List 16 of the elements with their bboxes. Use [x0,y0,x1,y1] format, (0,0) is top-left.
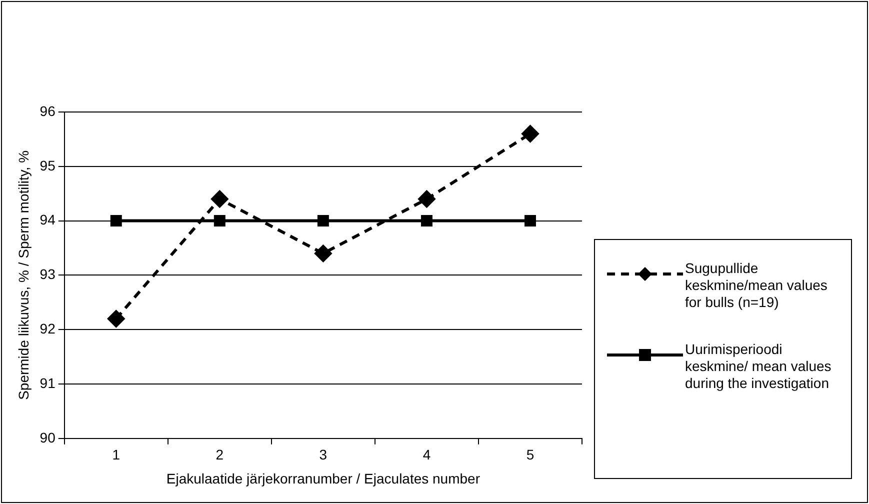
y-tick-label: 94 [40,212,56,228]
y-axis-title: Spermide liikuvus, % / Sperm motility, % [15,150,32,400]
legend-label: Sugupullide keskmine/mean values for bulls (n=19) [685,260,828,311]
y-tick-label: 90 [40,429,56,446]
y-tick-label: 92 [40,320,56,336]
text: Uurimisperioodi keskmine/ mean values during the investigation [685,341,832,392]
x-tick-label: 5 [526,446,534,463]
x-tick-label: 3 [319,446,328,463]
x-tick-label: 2 [216,446,224,463]
y-tick-label: 91 [40,374,56,391]
y-tick-label: 96 [40,102,56,119]
y-tick-label: 93 [40,266,56,282]
x-axis-title: Ejakulaatide järjekorranumber / Ejaculates number [166,470,480,486]
x-tick-label: 4 [422,446,431,463]
y-tick-label: 95 [40,157,56,174]
x-tick-label: 1 [112,446,120,463]
